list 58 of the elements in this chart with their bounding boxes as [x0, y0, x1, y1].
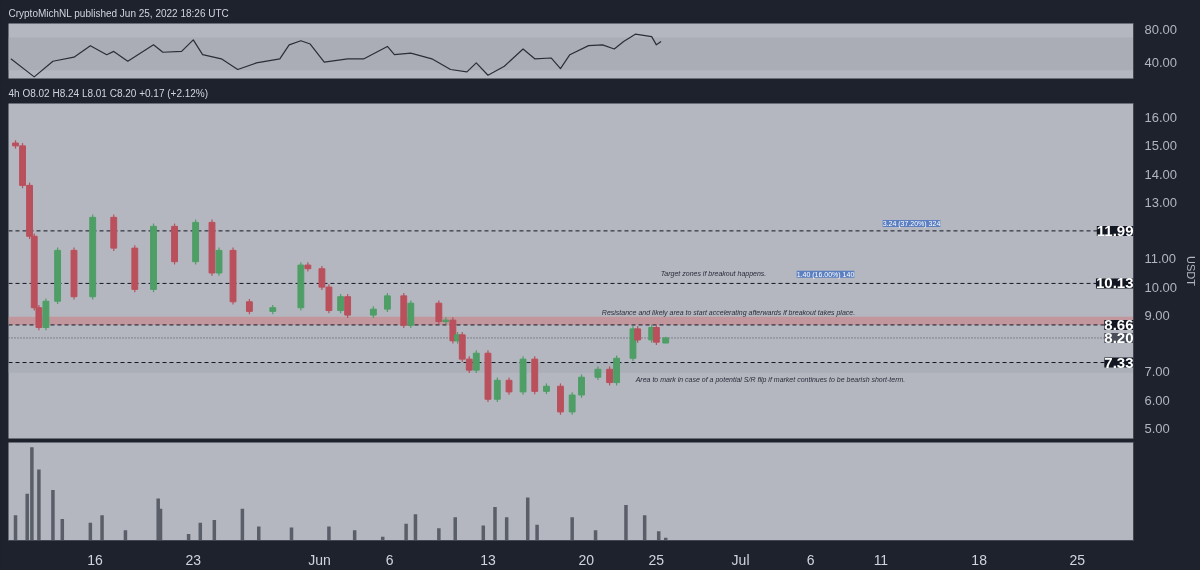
bar: [570, 517, 574, 541]
x-tick-label: 13: [480, 551, 496, 568]
x-tick-label: 16: [87, 551, 104, 568]
candlestick: [344, 293, 352, 319]
bar: [51, 490, 55, 541]
ref-line-label: 11.99: [1096, 221, 1134, 239]
candlestick: [493, 376, 501, 403]
bar: [535, 524, 539, 541]
x-tick-label: Jul: [731, 551, 750, 568]
y-tick-label: 13.00: [1144, 194, 1178, 210]
ref-line-label: 7.33: [1104, 353, 1134, 371]
y-tick-label: 11.00: [1144, 251, 1177, 267]
candlestick: [435, 299, 443, 325]
y-tick-label: 10.00: [1144, 279, 1178, 295]
bar: [100, 515, 104, 541]
bar: [257, 526, 261, 541]
candlestick: [383, 292, 391, 313]
candlestick: [472, 349, 480, 374]
candlestick: [578, 373, 585, 399]
x-tick-label: Jun: [308, 551, 331, 568]
y-tick-label: 16.00: [1144, 110, 1178, 126]
ref-line-label: 10.13: [1095, 274, 1134, 292]
x-tick-label: 6: [385, 551, 394, 568]
candlestick: [337, 293, 345, 314]
candlestick: [442, 316, 450, 325]
y-tick-label: 40.00: [1144, 54, 1178, 70]
candlestick: [652, 324, 660, 346]
x-tick-label: 23: [185, 551, 202, 568]
y-tick-label: 80.00: [1144, 21, 1178, 37]
ref-line-label: 8.66: [1104, 315, 1134, 333]
chart-title: 4h O8.02 H8.24 L8.01 C8.20 +0.17 (+2.12%): [8, 87, 209, 99]
candlestick: [407, 299, 415, 329]
x-tick-label: 20: [578, 551, 595, 568]
y-tick-label: 5.00: [1144, 420, 1170, 436]
bar: [404, 523, 408, 541]
candlestick: [304, 261, 312, 273]
candlestick: [568, 391, 576, 416]
x-tick-label: 11: [873, 551, 889, 568]
y-tick-label: 7.00: [1144, 364, 1170, 380]
text: CryptoMichNL published Jun 25, 2022 18:26 UTC: [8, 7, 229, 19]
y-tick-label: 15.00: [1144, 138, 1178, 154]
bar: [493, 506, 497, 541]
bar: [453, 517, 457, 541]
y-tick-label: 9.00: [1144, 307, 1170, 323]
bar: [437, 528, 441, 541]
x-tick-label: 6: [806, 551, 815, 568]
candlestick: [215, 246, 223, 277]
bar: [37, 469, 41, 541]
y-tick-label: 14.00: [1144, 166, 1178, 182]
y-axis-title: USDT: [1185, 256, 1198, 287]
bar: [624, 505, 628, 541]
x-tick-label: 18: [971, 551, 988, 568]
y-tick-label: 6.00: [1144, 392, 1170, 408]
candlestick: [606, 365, 614, 386]
x-tick-label: 25: [648, 551, 665, 568]
x-tick-label: 25: [1069, 551, 1086, 568]
bar: [327, 526, 331, 541]
line-series: [10, 33, 662, 78]
